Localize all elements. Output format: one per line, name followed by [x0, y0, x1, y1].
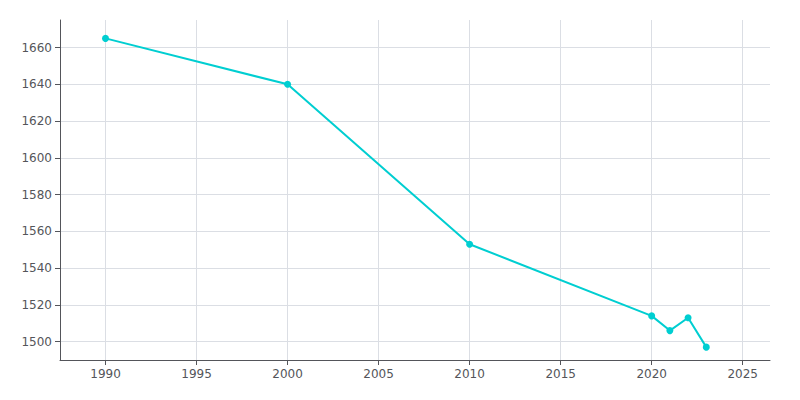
svg-text:1620: 1620 — [21, 114, 52, 128]
svg-text:1640: 1640 — [21, 77, 52, 91]
svg-text:1660: 1660 — [21, 41, 52, 55]
svg-text:2015: 2015 — [545, 367, 576, 381]
svg-text:1520: 1520 — [21, 298, 52, 312]
svg-text:2005: 2005 — [363, 367, 394, 381]
svg-text:2010: 2010 — [454, 367, 485, 381]
svg-text:1580: 1580 — [21, 188, 52, 202]
svg-text:1995: 1995 — [181, 367, 212, 381]
svg-text:1990: 1990 — [90, 367, 121, 381]
svg-text:2020: 2020 — [636, 367, 667, 381]
svg-text:2025: 2025 — [727, 367, 758, 381]
svg-text:1560: 1560 — [21, 224, 52, 238]
svg-text:2000: 2000 — [272, 367, 303, 381]
svg-text:1500: 1500 — [21, 335, 52, 349]
svg-text:1600: 1600 — [21, 151, 52, 165]
svg-text:1540: 1540 — [21, 261, 52, 275]
